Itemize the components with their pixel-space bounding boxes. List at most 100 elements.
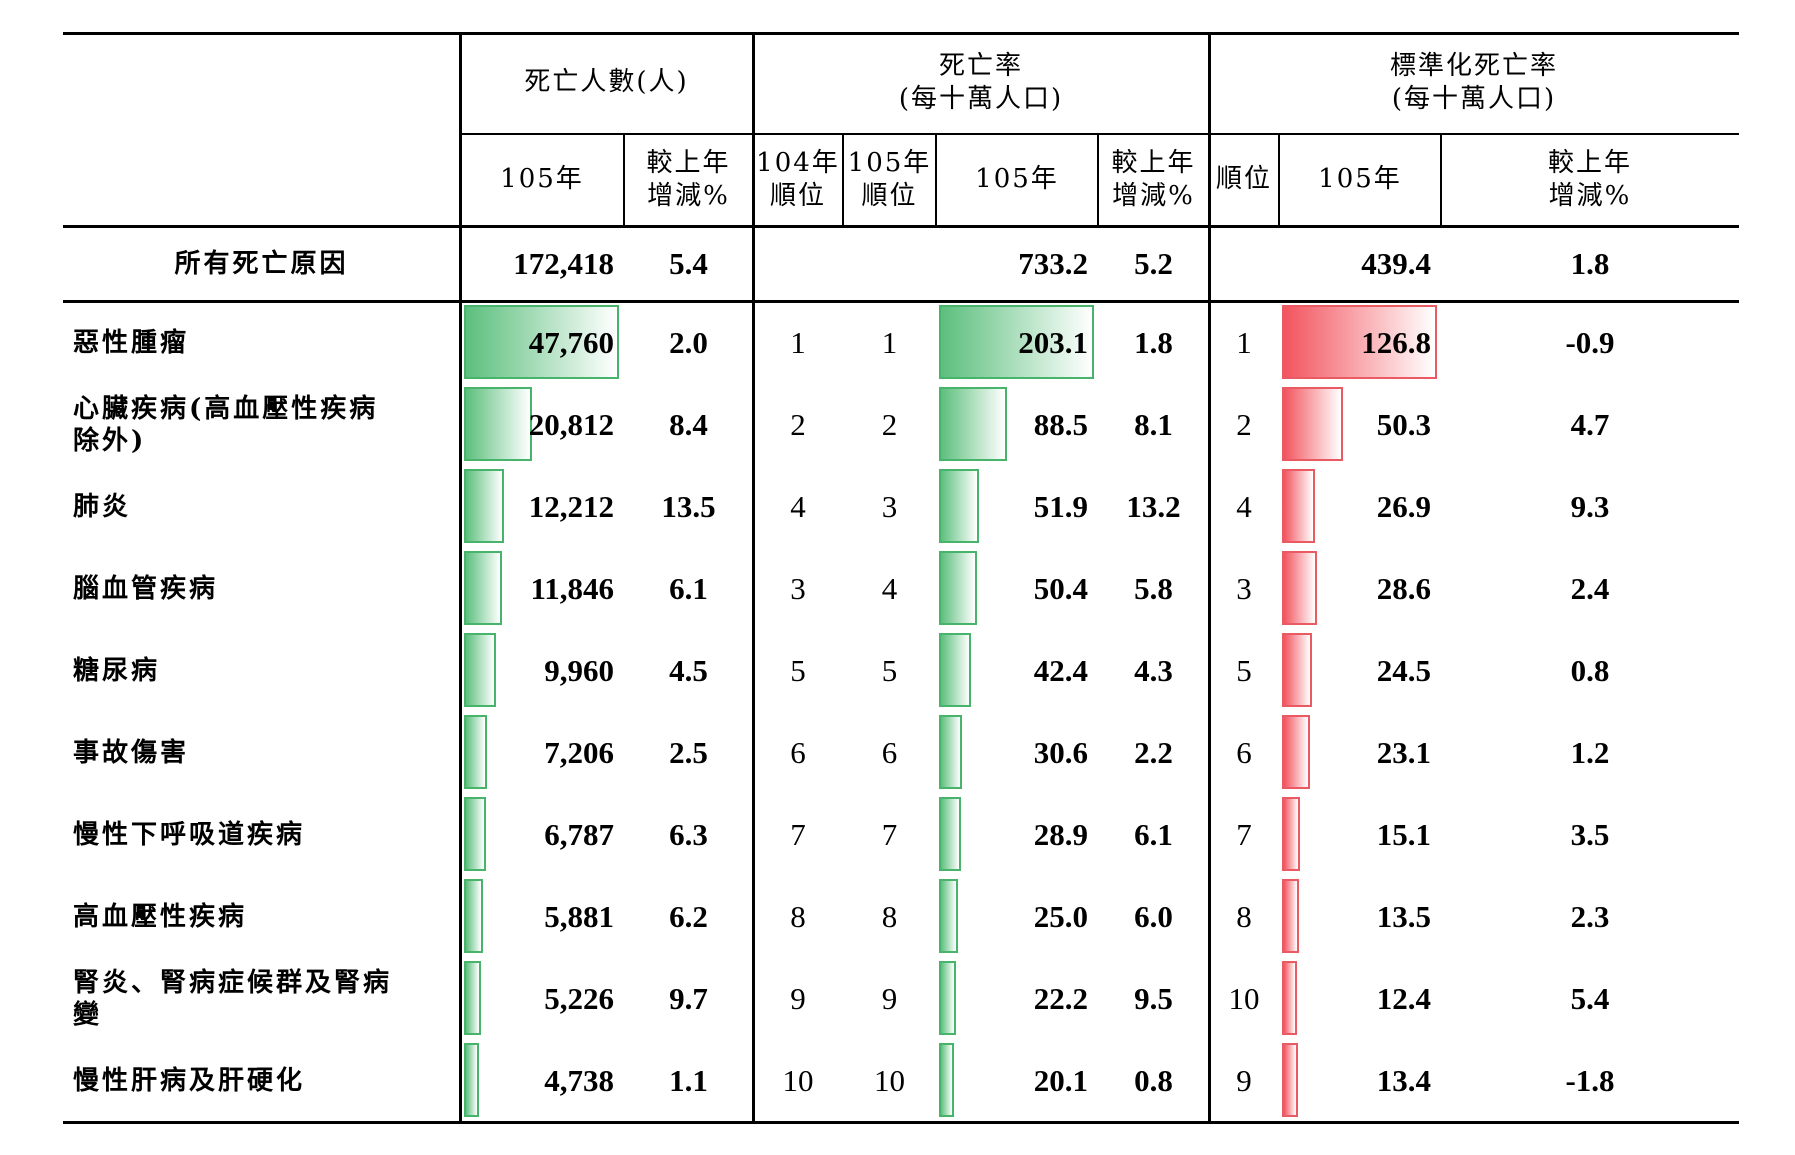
row-rank105-text-5: 6 [881,734,898,770]
bar-std-7 [1282,879,1299,953]
row-rate-text-2: 51.9 [1033,488,1088,524]
row-deaths-change-2: 13.5 [624,466,753,548]
row-std-rank-4: 5 [1209,630,1279,712]
row-std-change-text-5: 1.2 [1570,734,1610,770]
row-deaths-change-8: 9.7 [624,958,753,1040]
row-std-change-3: 2.4 [1441,548,1739,630]
bar-std-5 [1282,715,1311,789]
row-rank105-0: 1 [843,302,936,384]
row-rate-change-text-0: 1.8 [1134,324,1173,360]
row-rank105-text-6: 7 [881,816,898,852]
row-std-rank-5: 6 [1209,712,1279,794]
row-deaths-change-0: 2.0 [624,302,753,384]
row-rate-change-9: 0.8 [1098,1040,1209,1122]
header-std-group: 標準化死亡率 (每十萬人口) [1209,32,1739,133]
subheader-rank105-text-line1: 105年 [847,148,932,178]
row-deaths-8: 5,226 [460,958,624,1040]
row-std-rank-2: 4 [1209,466,1279,548]
total-label-text: 所有死亡原因 [174,248,349,279]
row-std-rate-text-1: 50.3 [1376,406,1431,442]
row-deaths-text-8: 5,226 [544,980,614,1016]
row-std-change-text-7: 2.3 [1570,898,1610,934]
row-std-rate-text-2: 26.9 [1376,488,1431,524]
header-rate-group: 死亡率 (每十萬人口) [753,32,1209,133]
row-rate-7: 25.0 [936,876,1098,958]
row-rank105-text-7: 8 [881,898,898,934]
row-std-rank-1: 2 [1209,384,1279,466]
row-rate-text-5: 30.6 [1033,734,1088,770]
total-deaths-change-text: 5.4 [669,245,708,281]
row-std-rate-7: 13.5 [1279,876,1441,958]
row-label-0: 惡性腫瘤 [73,302,460,384]
row-rate-3: 50.4 [936,548,1098,630]
total-deaths-text: 172,418 [513,245,614,281]
subheader-rate-change: 較上年 增減% [1098,133,1209,226]
row-deaths-6: 6,787 [460,794,624,876]
row-label-3: 腦血管疾病 [73,548,460,630]
row-std-rank-text-3: 3 [1236,570,1252,606]
row-std-rate-4: 24.5 [1279,630,1441,712]
row-std-rate-text-4: 24.5 [1376,652,1431,688]
row-rate-text-4: 42.4 [1033,652,1088,688]
row-std-rate-text-3: 28.6 [1376,570,1431,606]
row-std-rank-text-2: 4 [1236,488,1252,524]
row-label-text-9: 慢性肝病及肝硬化 [73,1065,306,1096]
subheader-rate-year: 105年 [936,133,1098,226]
bar-std-9 [1282,1043,1299,1117]
row-deaths-change-text-4: 4.5 [669,652,708,688]
row-rate-change-text-1: 8.1 [1134,406,1173,442]
mortality-table: 死亡人數(人) 死亡率 (每十萬人口) 標準化死亡率 (每十萬人口) 105年 較上年 增減%… [63,32,1739,1124]
row-std-change-text-6: 3.5 [1570,816,1610,852]
bar-rate-2 [939,469,979,543]
row-deaths-change-text-3: 6.1 [669,570,708,606]
bar-rate-5 [939,715,963,789]
row-rate-change-text-9: 0.8 [1134,1062,1173,1098]
row-rate-6: 28.9 [936,794,1098,876]
row-rank105-5: 6 [843,712,936,794]
row-rank104-0: 1 [753,302,843,384]
header-deaths-group: 死亡人數(人) [460,32,753,133]
row-rate-4: 42.4 [936,630,1098,712]
row-label-5: 事故傷害 [73,712,460,794]
subheader-std-rank: 順位 [1209,133,1279,226]
row-deaths-9: 4,738 [460,1040,624,1122]
row-std-rate-text-0: 126.8 [1361,324,1431,360]
row-std-rate-text-9: 13.4 [1376,1062,1431,1098]
row-rate-text-9: 20.1 [1033,1062,1088,1098]
subheader-std-change: 較上年 增減% [1441,133,1739,226]
row-rank104-text-8: 9 [790,980,806,1016]
row-deaths-text-3: 11,846 [530,570,614,606]
row-std-rate-2: 26.9 [1279,466,1441,548]
row-std-change-text-9: -1.8 [1565,1062,1615,1098]
row-std-change-8: 5.4 [1441,958,1739,1040]
bar-deaths-0 [464,305,619,379]
subheader-deaths-change: 較上年 增減% [624,133,753,226]
row-std-rank-text-4: 5 [1236,652,1252,688]
row-rate-change-8: 9.5 [1098,958,1209,1040]
row-deaths-change-text-2: 13.5 [661,488,716,524]
bar-std-1 [1282,387,1344,461]
row-label-1: 心臟疾病(高血壓性疾病 除外) [73,384,460,466]
row-rank104-text-7: 8 [790,898,806,934]
row-rate-text-8: 22.2 [1033,980,1088,1016]
row-std-rank-7: 8 [1209,876,1279,958]
row-deaths-change-text-7: 6.2 [669,898,708,934]
header-rate-group-text: 死亡率 (每十萬人口) [899,50,1063,115]
row-deaths-change-3: 6.1 [624,548,753,630]
row-rank105-text-2: 3 [881,488,898,524]
header-std-group-text-line1: 標準化死亡率 [1389,51,1558,81]
row-rank105-4: 5 [843,630,936,712]
bar-deaths-9 [464,1043,480,1117]
row-deaths-text-4: 9,960 [544,652,614,688]
total-std-rate-text: 439.4 [1361,245,1431,281]
rule-header-bottom [63,225,1739,228]
row-deaths-change-text-5: 2.5 [669,734,708,770]
row-std-rate-9: 13.4 [1279,1040,1441,1122]
total-rate: 733.2 [936,228,1098,300]
row-std-change-text-3: 2.4 [1570,570,1610,606]
row-rate-text-1: 88.5 [1033,406,1088,442]
subheader-deaths-change-text-line1: 較上年 [646,148,731,178]
subheader-std-rank-text: 順位 [1215,164,1272,195]
row-rank104-text-6: 7 [790,816,806,852]
row-rank105-2: 3 [843,466,936,548]
